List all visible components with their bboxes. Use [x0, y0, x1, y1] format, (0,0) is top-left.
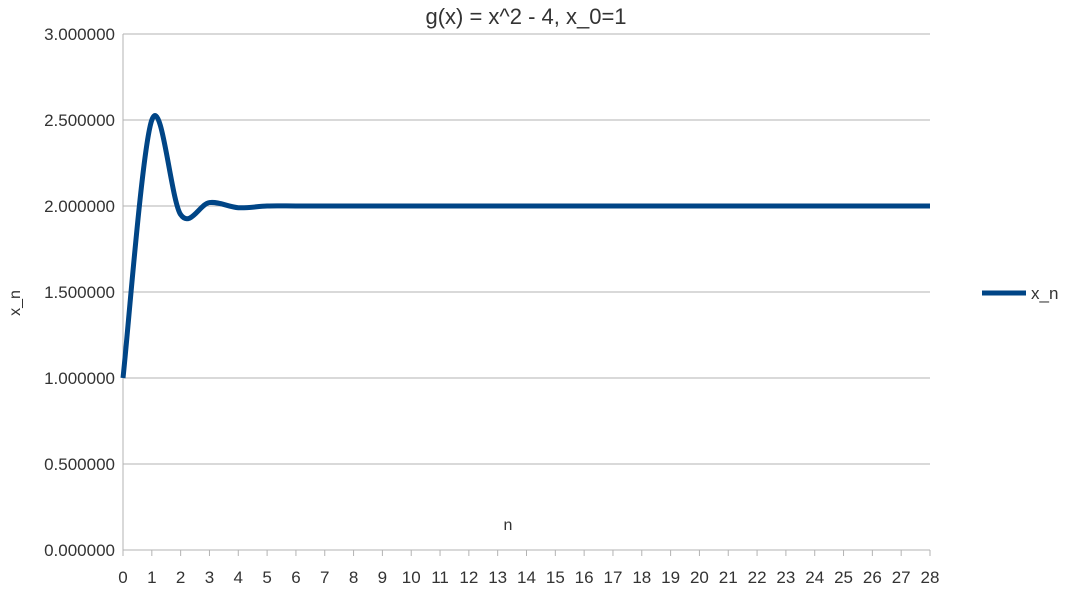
- x-tick-label: 18: [632, 568, 651, 587]
- x-tick-label: 23: [776, 568, 795, 587]
- x-tick-label: 19: [661, 568, 680, 587]
- x-tick-label: 26: [863, 568, 882, 587]
- y-tick-label: 0.000000: [44, 541, 115, 560]
- series-group: [120, 113, 930, 379]
- x-tick-label: 25: [834, 568, 853, 587]
- x-tick-label: 20: [690, 568, 709, 587]
- x-tick-label: 2: [176, 568, 185, 587]
- x-tick-label: 28: [921, 568, 940, 587]
- y-tick-label: 1.500000: [44, 283, 115, 302]
- x-tick-label: 16: [575, 568, 594, 587]
- x-tick-label: 13: [488, 568, 507, 587]
- x-tick-label: 12: [459, 568, 478, 587]
- x-axis-label: n: [504, 517, 513, 534]
- x-tick-label: 7: [320, 568, 329, 587]
- x-axis-ticks: 0 1 2 3 4 5 6 7 8 9 10 11 12 13 14 15 16 17 18 19 20 21 22 23 24…: [118, 550, 939, 587]
- series-line: [120, 113, 930, 379]
- x-tick-label: 6: [291, 568, 300, 587]
- x-tick-label: 27: [892, 568, 911, 587]
- x-tick-label: 14: [517, 568, 536, 587]
- x-tick-label: 5: [262, 568, 271, 587]
- x-tick-label: 15: [546, 568, 565, 587]
- y-tick-label: 1.000000: [44, 369, 115, 388]
- x-tick-label: 3: [205, 568, 214, 587]
- x-tick-label: 8: [349, 568, 358, 587]
- y-tick-label: 0.500000: [44, 455, 115, 474]
- y-tick-label: 3.000000: [44, 25, 115, 44]
- x-tick-label: 21: [719, 568, 738, 587]
- y-axis-ticks: 0.000000 0.500000 1.000000 1.500000 2.000000…: [44, 25, 115, 560]
- x-tick-label: 24: [805, 568, 824, 587]
- x-tick-label: 22: [748, 568, 767, 587]
- legend-label: x_n: [1031, 284, 1058, 303]
- gridlines: [123, 33, 930, 465]
- x-tick-label: 11: [431, 568, 449, 587]
- x-tick-label: 10: [402, 568, 421, 587]
- chart-title: g(x) = x^2 - 4, x_0=1: [425, 4, 626, 29]
- y-axis-label: x_n: [7, 290, 24, 316]
- y-tick-label: 2.000000: [44, 197, 115, 216]
- x-tick-label: 0: [118, 568, 127, 587]
- y-tick-label: 2.500000: [44, 111, 115, 130]
- x-tick-label: 1: [147, 568, 156, 587]
- x-tick-label: 9: [378, 568, 387, 587]
- legend: x_n: [982, 284, 1058, 303]
- x-tick-label: 4: [234, 568, 243, 587]
- x-tick-label: 17: [604, 568, 623, 587]
